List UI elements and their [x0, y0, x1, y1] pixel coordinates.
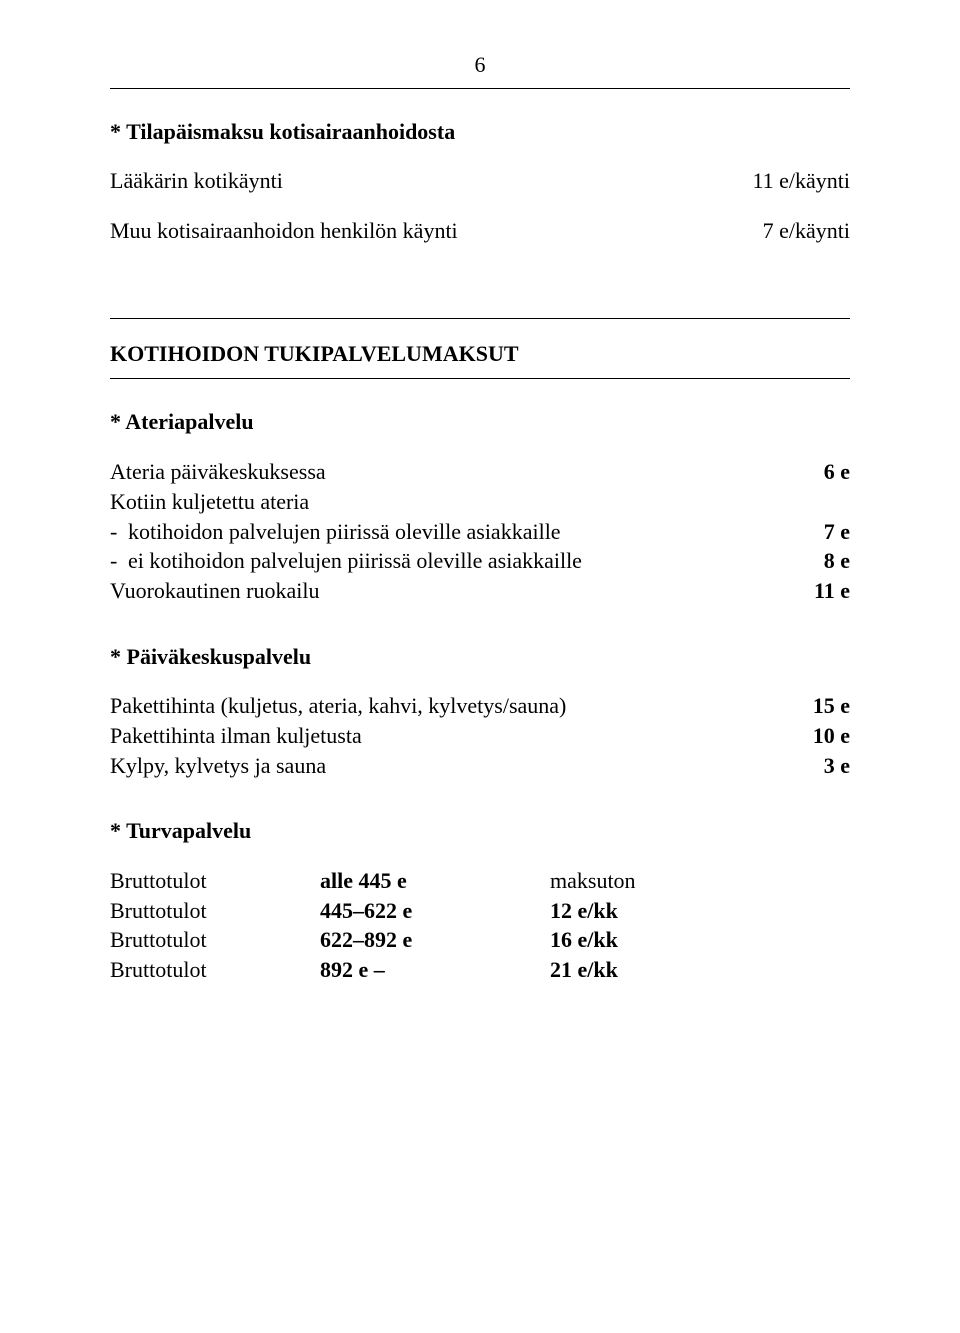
value-ei-kotihoidon: 8 e — [824, 546, 850, 576]
label-kylpy: Kylpy, kylvetys ja sauna — [110, 751, 824, 781]
row-muu-koti: Muu kotisairaanhoidon henkilön käynti 7 … — [110, 216, 850, 246]
turva-c3-2: 12 e/kk — [550, 896, 850, 926]
row-turva-4: Bruttotulot 892 e – 21 e/kk — [110, 955, 850, 985]
row-turva-3: Bruttotulot 622–892 e 16 e/kk — [110, 925, 850, 955]
heading-turva: * Turvapalvelu — [110, 816, 850, 846]
label-laakarin: Lääkärin kotikäynti — [110, 166, 752, 196]
label-ei-kotihoidon: -ei kotihoidon palvelujen piirissä olevi… — [110, 546, 824, 576]
row-vuorokautinen: Vuorokautinen ruokailu 11 e — [110, 576, 850, 606]
row-pakettihinta-ilman: Pakettihinta ilman kuljetusta 10 e — [110, 721, 850, 751]
turva-c2-4: 892 e – — [320, 955, 550, 985]
turva-c2-1: alle 445 e — [320, 866, 550, 896]
value-ateria-paivakeskus: 6 e — [824, 457, 850, 487]
row-laakarin: Lääkärin kotikäynti 11 e/käynti — [110, 166, 850, 196]
turva-c1-2: Bruttotulot — [110, 896, 320, 926]
value-vuorokautinen: 11 e — [814, 576, 850, 606]
turva-c3-4: 21 e/kk — [550, 955, 850, 985]
value-pakettihinta-ilman: 10 e — [813, 721, 850, 751]
label-vuorokautinen: Vuorokautinen ruokailu — [110, 576, 814, 606]
heading-tilapais: * Tilapäismaksu kotisairaanhoidosta — [110, 117, 850, 147]
row-ateria-paivakeskus: Ateria päiväkeskuksessa 6 e — [110, 457, 850, 487]
ateria-sublist: -kotihoidon palvelujen piirissä oleville… — [110, 517, 850, 576]
value-kotihoidon-piirissa: 7 e — [824, 517, 850, 547]
heading-paivakeskus: * Päiväkeskuspalvelu — [110, 642, 850, 672]
turva-c3-1: maksuton — [550, 866, 850, 896]
turva-c1-4: Bruttotulot — [110, 955, 320, 985]
label-pakettihinta-ilman: Pakettihinta ilman kuljetusta — [110, 721, 813, 751]
heading-kotihoidon: KOTIHOIDON TUKIPALVELUMAKSUT — [110, 339, 850, 369]
value-kylpy: 3 e — [824, 751, 850, 781]
row-ei-kotihoidon: -ei kotihoidon palvelujen piirissä olevi… — [110, 546, 850, 576]
label-kotiin-kuljetettu: Kotiin kuljetettu ateria — [110, 487, 850, 517]
dash-icon: - — [110, 546, 128, 576]
text-ei-kotihoidon: ei kotihoidon palvelujen piirissä olevil… — [128, 548, 582, 573]
turva-c2-2: 445–622 e — [320, 896, 550, 926]
text-kotihoidon-piirissa: kotihoidon palvelujen piirissä oleville … — [128, 519, 561, 544]
heading-ateria: * Ateriapalvelu — [110, 407, 850, 437]
turva-c3-3: 16 e/kk — [550, 925, 850, 955]
label-pakettihinta-full: Pakettihinta (kuljetus, ateria, kahvi, k… — [110, 691, 813, 721]
value-muu-koti: 7 e/käynti — [763, 216, 850, 246]
row-kylpy: Kylpy, kylvetys ja sauna 3 e — [110, 751, 850, 781]
value-laakarin: 11 e/käynti — [752, 166, 850, 196]
label-ateria-paivakeskus: Ateria päiväkeskuksessa — [110, 457, 824, 487]
turva-c1-1: Bruttotulot — [110, 866, 320, 896]
turva-c2-3: 622–892 e — [320, 925, 550, 955]
row-turva-1: Bruttotulot alle 445 e maksuton — [110, 866, 850, 896]
label-kotihoidon-piirissa: -kotihoidon palvelujen piirissä oleville… — [110, 517, 824, 547]
dash-icon: - — [110, 517, 128, 547]
value-pakettihinta-full: 15 e — [813, 691, 850, 721]
page-number: 6 — [110, 50, 850, 80]
row-turva-2: Bruttotulot 445–622 e 12 e/kk — [110, 896, 850, 926]
row-pakettihinta-full: Pakettihinta (kuljetus, ateria, kahvi, k… — [110, 691, 850, 721]
row-kotihoidon-piirissa: -kotihoidon palvelujen piirissä oleville… — [110, 517, 850, 547]
label-muu-koti: Muu kotisairaanhoidon henkilön käynti — [110, 216, 763, 246]
turva-c1-3: Bruttotulot — [110, 925, 320, 955]
